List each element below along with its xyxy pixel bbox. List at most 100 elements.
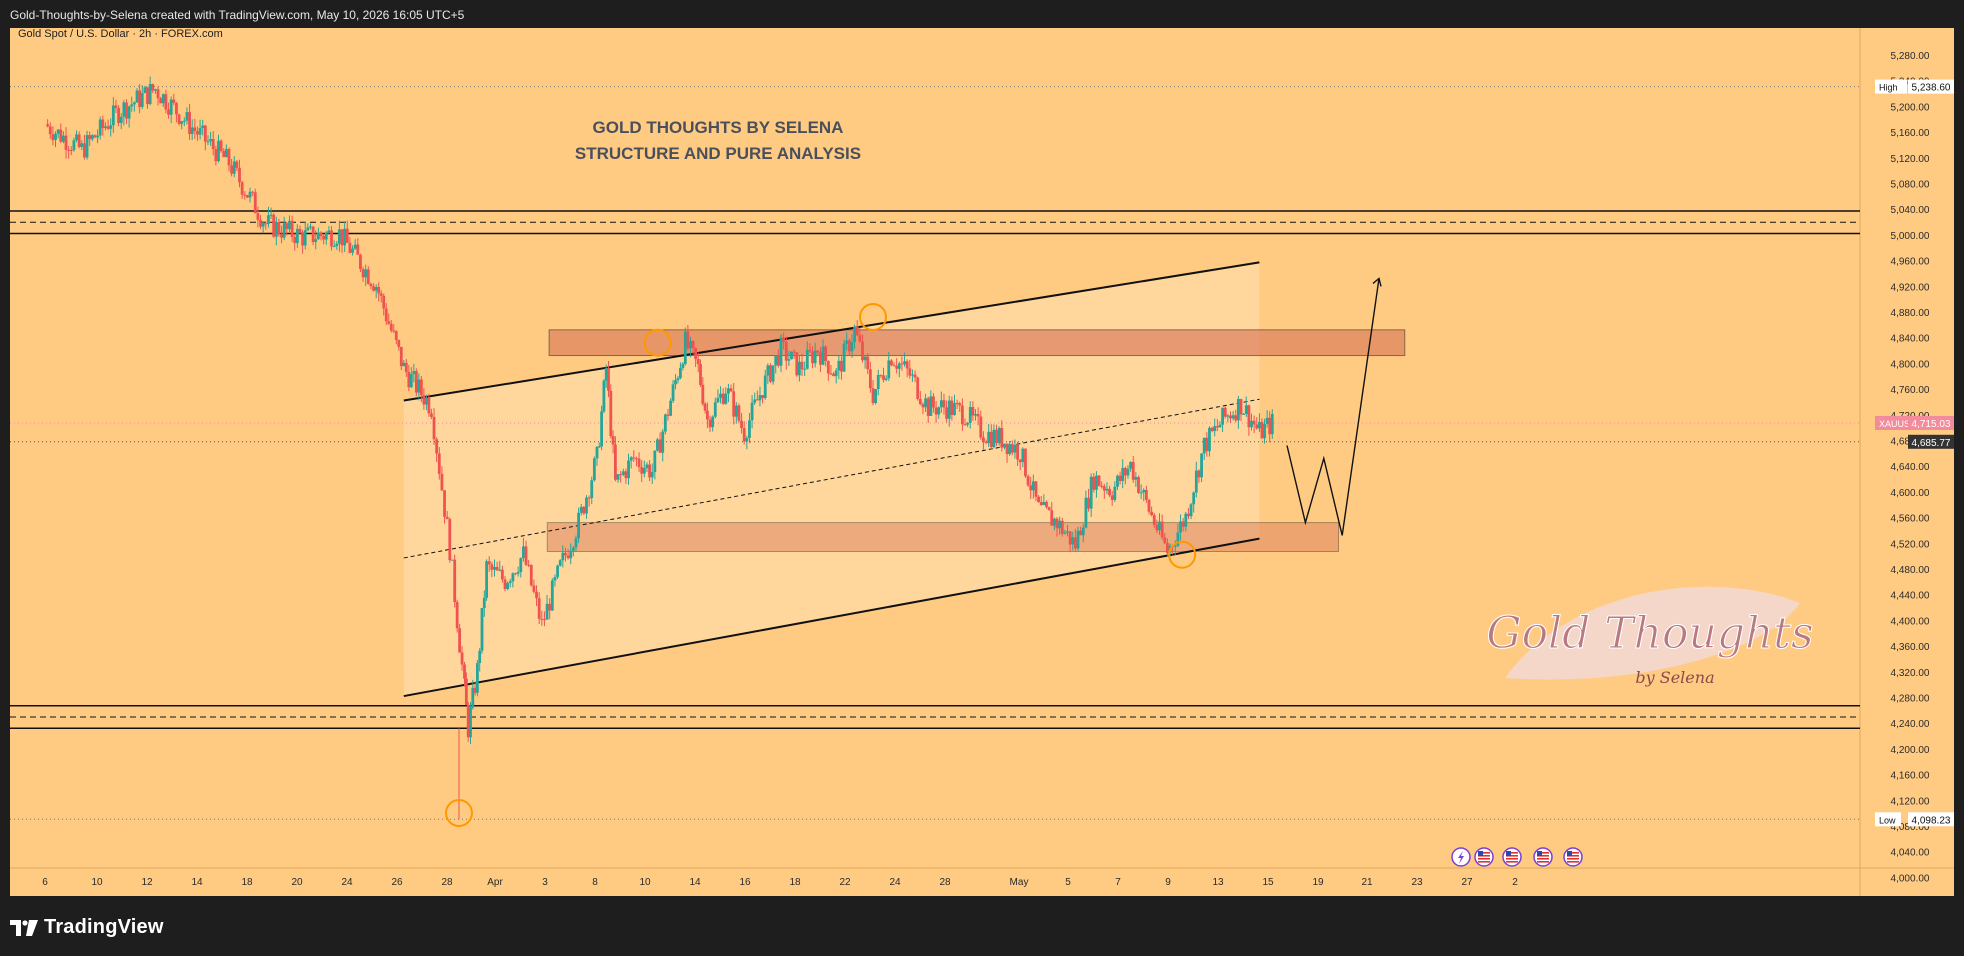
swing-point-marker[interactable] xyxy=(643,328,672,357)
candle-body xyxy=(926,398,930,416)
candle-body xyxy=(574,538,578,548)
candle xyxy=(553,574,557,587)
candle xyxy=(989,424,993,450)
candle-body xyxy=(1071,537,1075,545)
channel-lower-line[interactable] xyxy=(403,537,1260,698)
candle xyxy=(356,238,360,255)
candle xyxy=(1144,485,1148,504)
candle xyxy=(1221,407,1224,432)
channel-mid-line[interactable] xyxy=(403,398,1260,559)
candle xyxy=(527,560,531,568)
candle xyxy=(918,391,922,406)
candle xyxy=(729,384,733,392)
econ-flash-icon[interactable] xyxy=(1451,847,1471,867)
candle-body xyxy=(696,359,700,365)
candle-body xyxy=(832,373,835,377)
low-price-label[interactable]: Low 4,098.23 xyxy=(1875,812,1954,827)
swing-point-marker[interactable] xyxy=(1168,540,1197,569)
price-chart[interactable]: 5,280.005,240.005,200.005,160.005,120.00… xyxy=(10,28,1954,896)
candle-body xyxy=(1258,422,1261,429)
candle xyxy=(364,264,368,286)
price-axis[interactable]: 5,280.005,240.005,200.005,160.005,120.00… xyxy=(1891,51,1930,884)
reference-price-label[interactable]: 4,685.77 xyxy=(1908,434,1954,449)
us-flag-icon[interactable] xyxy=(1474,847,1494,867)
candle-body xyxy=(135,90,139,103)
candle-body xyxy=(1234,415,1238,421)
candle-body xyxy=(1118,475,1122,481)
us-flag-icon[interactable] xyxy=(1533,847,1553,867)
channel-upper-line[interactable] xyxy=(403,261,1260,402)
chart-panel[interactable]: 5,280.005,240.005,200.005,160.005,120.00… xyxy=(10,28,1954,896)
candle-body xyxy=(232,161,236,174)
candle-body xyxy=(619,474,623,476)
projection-path[interactable] xyxy=(1286,278,1380,536)
us-flag-icon[interactable] xyxy=(1563,847,1583,867)
candle xyxy=(72,137,76,152)
candle xyxy=(445,510,449,520)
candle xyxy=(979,410,983,440)
candle-body xyxy=(125,102,128,119)
candle-body xyxy=(592,458,596,481)
candle xyxy=(175,102,178,123)
candle-body xyxy=(75,134,78,141)
candle xyxy=(929,390,933,416)
candle-body xyxy=(934,407,938,415)
candle xyxy=(1210,426,1214,433)
candle-body xyxy=(80,143,84,147)
lower-support-band[interactable] xyxy=(10,704,1860,729)
candle xyxy=(968,401,972,429)
current-price-label-label: XAUUSD xyxy=(1879,419,1917,429)
candle-body xyxy=(1200,453,1203,478)
candle-body xyxy=(811,351,814,364)
candle-body xyxy=(111,105,115,126)
candle-body xyxy=(637,458,641,468)
candle xyxy=(177,113,181,126)
candle-body xyxy=(1179,521,1182,533)
candle xyxy=(1258,413,1261,432)
swing-point-marker[interactable] xyxy=(859,303,887,331)
candle xyxy=(424,394,428,411)
resistance-zone[interactable] xyxy=(548,329,1406,357)
candle-body xyxy=(1226,415,1230,417)
candle-body xyxy=(311,226,315,243)
candle-body xyxy=(353,244,357,249)
candle xyxy=(490,561,494,578)
candle xyxy=(950,396,954,421)
candle-body xyxy=(691,341,695,348)
candle-body xyxy=(679,367,682,379)
candle xyxy=(908,359,912,379)
candle xyxy=(681,361,685,371)
candle xyxy=(214,145,218,166)
candle-body xyxy=(261,223,265,227)
candle xyxy=(819,347,822,373)
candle xyxy=(974,409,977,421)
candle xyxy=(314,230,318,250)
candle-body xyxy=(604,368,608,381)
candle-body xyxy=(937,407,941,415)
candle-body xyxy=(1155,524,1159,531)
candle-body xyxy=(661,431,665,453)
candle xyxy=(829,364,833,376)
candle-body xyxy=(122,102,126,117)
candle-body xyxy=(748,420,751,438)
us-flag-icon[interactable] xyxy=(1502,847,1522,867)
tradingview-logo[interactable]: TradingView xyxy=(10,916,164,939)
high-price-label[interactable]: High 5,238.60 xyxy=(1875,79,1954,94)
candle-body xyxy=(117,108,120,124)
candle xyxy=(813,342,817,368)
candle-body xyxy=(366,269,370,284)
candle xyxy=(348,237,352,254)
candle-body xyxy=(443,490,446,517)
candle-body xyxy=(148,84,152,104)
candle-body xyxy=(54,133,57,141)
candle-body xyxy=(211,139,215,150)
swing-point-marker[interactable] xyxy=(445,799,473,828)
time-axis[interactable]: 6 10 12 14 18 20 24 26 28 Apr 3 8 10 14 16 18 22 24 28 May 5… xyxy=(42,877,1518,888)
candle xyxy=(611,430,615,454)
price-tick-label: 4,480.00 xyxy=(1891,565,1930,576)
support-zone[interactable] xyxy=(546,522,1340,553)
candle xyxy=(240,180,244,200)
candle-body xyxy=(834,370,838,377)
candle xyxy=(621,468,625,477)
